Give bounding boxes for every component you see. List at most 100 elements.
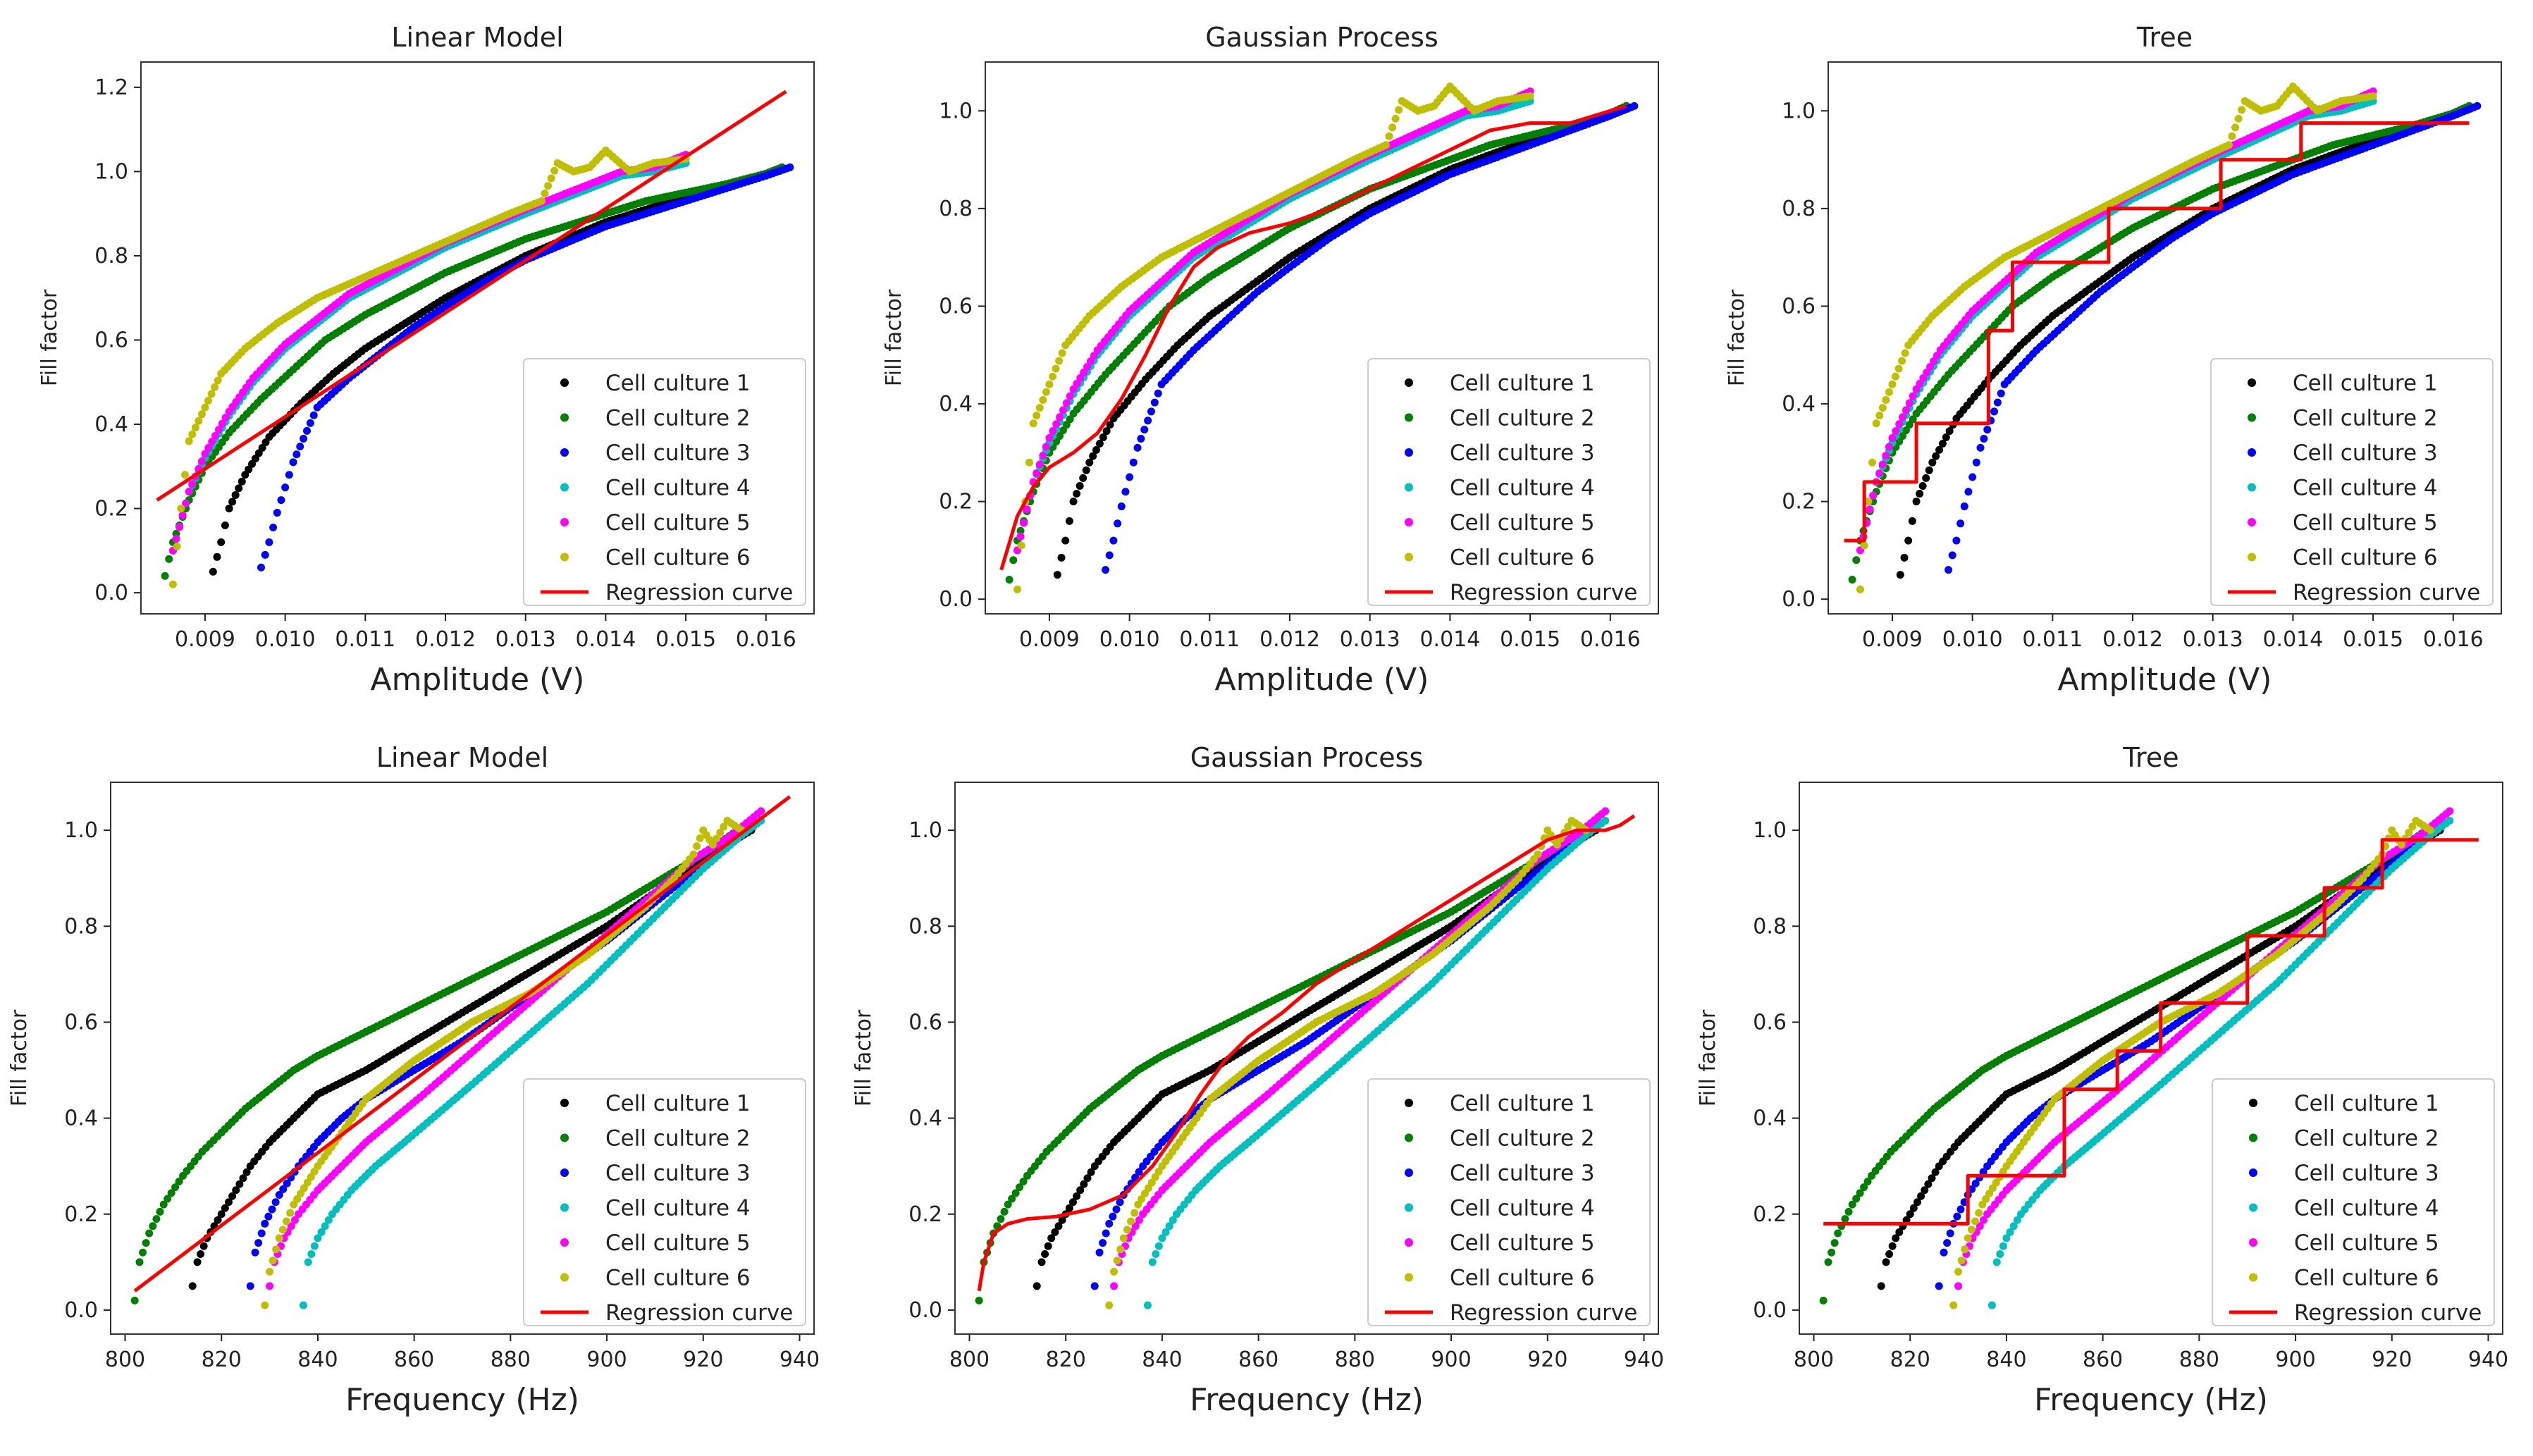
data-point [693,842,701,851]
data-point [264,1212,273,1221]
data-point [281,483,290,492]
x-tick-label: 0.010 [1099,627,1160,652]
data-point [1033,1282,1041,1290]
y-tick-label: 1.0 [1782,99,1816,123]
data-point [1102,427,1111,436]
legend-label: Cell culture 2 [605,406,751,431]
data-point [292,450,301,459]
data-point [268,1205,276,1214]
x-tick-label: 0.009 [1019,627,1080,652]
y-axis-label: Fill factor [851,1009,876,1106]
data-point [1909,392,1917,400]
y-tick-label: 1.0 [939,99,973,123]
data-point [1112,1205,1121,1214]
data-point [1045,380,1054,388]
y-tick-label: 0.2 [1753,1202,1787,1227]
legend-label: Cell culture 2 [1450,406,1595,431]
x-tick-label: 880 [2179,1347,2219,1372]
data-point [550,166,559,175]
data-point [1885,1250,1894,1259]
data-point [1037,1258,1046,1266]
data-point [1956,519,1965,528]
data-point [211,383,219,391]
data-point [1140,426,1149,434]
data-point [175,523,184,531]
x-tick-label: 0.013 [1340,627,1400,652]
data-point [1830,1239,1839,1247]
data-point [211,431,220,440]
data-point [1526,92,1534,101]
data-point [217,538,226,546]
data-point [1882,451,1890,459]
data-point [1082,466,1090,474]
legend-label: Cell culture 5 [605,510,751,536]
data-point [1819,1296,1828,1304]
data-point [1049,372,1056,381]
data-point [1119,1234,1128,1242]
data-point [1109,536,1118,545]
data-point [178,511,187,519]
data-point [273,509,281,517]
data-point [1968,473,1977,481]
legend-label: Regression curve [605,1300,793,1326]
y-tick-label: 1.0 [1753,818,1787,843]
chart-title: Tree [2136,22,2193,53]
legend-marker [560,448,569,457]
data-point [1888,434,1897,443]
legend-label: Cell culture 5 [605,1230,751,1256]
data-point [1133,443,1142,452]
data-point [1033,469,1041,477]
data-point [142,1239,150,1247]
data-point [2473,101,2482,110]
data-point [1056,432,1064,440]
data-point [1095,439,1104,448]
y-tick-label: 0.6 [64,1010,98,1035]
legend-marker [2248,518,2256,526]
data-point [181,471,190,479]
data-point [1856,585,1864,593]
y-tick-label: 0.8 [1753,914,1787,939]
data-point [1044,1242,1052,1250]
data-point [228,498,237,506]
data-point [1147,407,1156,416]
data-point [201,450,209,458]
data-point [1056,413,1064,421]
data-point [1824,1258,1832,1266]
data-point [251,1248,259,1257]
data-point [1834,1229,1842,1238]
legend-label: Cell culture 1 [1450,1091,1595,1116]
x-tick-label: 800 [1794,1347,1834,1372]
legend-label: Regression curve [2293,580,2480,605]
data-point [1109,1212,1117,1221]
legend-label: Cell culture 4 [605,1196,751,1221]
data-point [1035,404,1044,412]
data-point [1110,1282,1118,1290]
data-point [1033,412,1041,420]
legend-label: Regression curve [605,580,793,605]
data-point [1908,517,1916,525]
x-tick-label: 800 [105,1347,145,1372]
data-point [2231,123,2240,132]
data-point [1035,460,1044,469]
data-point [145,1229,154,1238]
legend-label: Cell culture 5 [1450,1230,1595,1256]
y-axis-label: Fill factor [882,289,906,386]
data-point [1052,420,1061,428]
data-point [786,163,794,171]
y-tick-label: 0.6 [939,294,973,319]
legend-box [523,358,806,606]
data-point [1106,421,1114,429]
data-point [1885,443,1893,451]
data-point [1085,458,1094,467]
y-tick-label: 0.0 [1753,1298,1787,1323]
legend-label: Cell culture 2 [2293,406,2438,431]
data-point [541,189,549,197]
data-point [1154,389,1162,397]
data-point [1900,553,1909,562]
data-point [199,1242,208,1250]
data-point [257,563,266,572]
x-tick-label: 0.012 [2102,627,2163,652]
